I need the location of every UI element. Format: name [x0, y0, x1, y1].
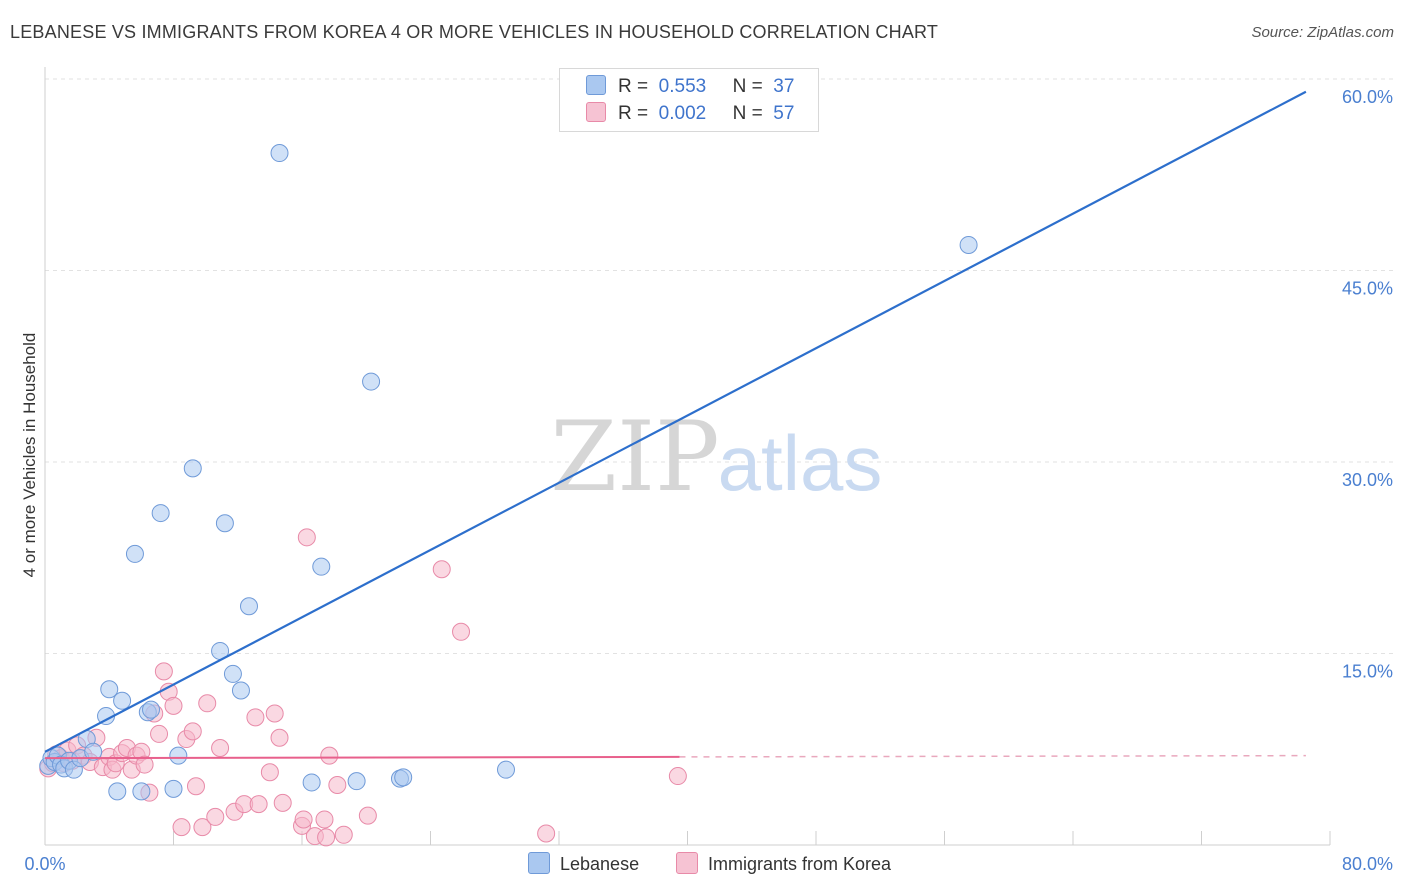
y-tick-label: 45.0% [1342, 279, 1393, 299]
korea-swatch [586, 102, 606, 122]
bottom-legend-label: Lebanese [560, 854, 640, 874]
data-point [206, 807, 225, 826]
data-point [315, 810, 334, 829]
legend-row-korea: R = 0.002 N = 57 [586, 102, 794, 126]
data-point [239, 597, 258, 616]
data-point [154, 662, 173, 681]
bottom-legend-korea: Immigrants from Korea [676, 852, 891, 875]
korea-swatch [676, 852, 698, 874]
data-point [347, 772, 366, 791]
data-point [260, 763, 279, 782]
lebanese-swatch [586, 75, 606, 95]
lebanese-swatch [528, 852, 550, 874]
trend-line-korea [44, 755, 680, 760]
data-point [358, 806, 377, 825]
legend-row-lebanese: R = 0.553 N = 37 [586, 75, 794, 99]
data-point [265, 704, 284, 723]
data-point [164, 696, 183, 715]
data-point [452, 622, 471, 641]
data-point [215, 514, 234, 533]
data-point [394, 768, 413, 787]
legend-r-label: R = [618, 76, 649, 97]
watermark-atlas: atlas [718, 419, 883, 507]
data-point [231, 681, 250, 700]
data-point [270, 144, 289, 163]
y-tick-label: 60.0% [1342, 87, 1393, 107]
grid-lines [45, 78, 1395, 654]
legend-n-label: N = [732, 103, 763, 124]
data-point [273, 793, 292, 812]
data-point [270, 728, 289, 747]
data-point [223, 664, 242, 683]
data-point [169, 746, 188, 765]
trend-line-korea-extension [679, 754, 1306, 758]
data-point [317, 828, 336, 847]
data-point [198, 694, 217, 713]
y-tick-label: 30.0% [1342, 470, 1393, 490]
data-point [113, 691, 132, 710]
legend-n-value: 37 [773, 76, 795, 97]
lebanese-points [39, 144, 978, 801]
source-label: Source: ZipAtlas.com [1251, 24, 1394, 41]
data-point [142, 700, 161, 719]
data-point [328, 775, 347, 794]
watermark: ZIP atlas [550, 401, 882, 513]
data-point [959, 235, 978, 254]
data-point [312, 557, 331, 576]
tick-labels: 15.0% 30.0% 45.0% 60.0% 0.0% 80.0% [24, 87, 1393, 874]
data-point [297, 528, 316, 547]
data-point [537, 824, 556, 843]
legend-n-value: 57 [773, 103, 795, 124]
data-point [135, 755, 154, 774]
axes [44, 67, 1331, 846]
trend-line-lebanese [44, 90, 1307, 753]
data-point [432, 560, 451, 579]
legend-r-value: 0.553 [658, 76, 707, 97]
watermark-zip: ZIP [550, 401, 719, 513]
data-point [183, 459, 202, 478]
chart-title: LEBANESE VS IMMIGRANTS FROM KOREA 4 OR M… [10, 22, 939, 42]
x-tick-label: 80.0% [1342, 854, 1393, 874]
data-point [100, 680, 119, 699]
y-tick-label: 15.0% [1342, 662, 1393, 682]
data-point [125, 544, 144, 563]
legend-r-label: R = [618, 103, 649, 124]
data-point [211, 738, 230, 757]
data-point [172, 818, 191, 837]
legend-r-value: 0.002 [658, 103, 707, 124]
data-point [249, 795, 268, 814]
data-point [246, 708, 265, 727]
data-point [186, 777, 205, 796]
data-point [132, 782, 151, 801]
data-point [193, 818, 212, 837]
data-point [164, 779, 183, 798]
data-point [320, 746, 339, 765]
data-point [302, 773, 321, 792]
bottom-legend-label: Immigrants from Korea [708, 854, 892, 874]
data-point [294, 810, 313, 829]
legend-n-label: N = [732, 76, 763, 97]
data-point [362, 372, 381, 391]
bottom-legend-lebanese: Lebanese [528, 852, 639, 875]
data-point [151, 504, 170, 523]
stats-legend: R = 0.553 N = 37 R = 0.002 N = 57 [559, 68, 819, 132]
data-point [496, 760, 515, 779]
data-point [150, 724, 169, 743]
x-tick-label: 0.0% [24, 854, 65, 874]
data-point [334, 825, 353, 844]
trend-lines [44, 90, 1307, 760]
data-point [84, 742, 103, 761]
data-point [183, 722, 202, 741]
data-point [668, 767, 687, 786]
data-point [108, 782, 127, 801]
